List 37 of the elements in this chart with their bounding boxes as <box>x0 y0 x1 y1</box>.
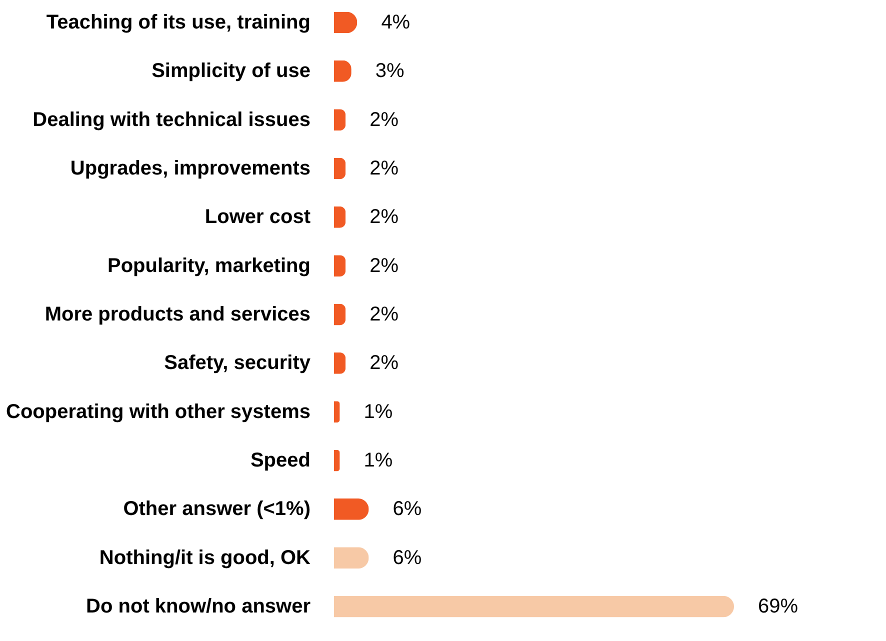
y-tick-label: Simplicity of use <box>152 60 310 82</box>
y-tick-label: More products and services <box>44 304 310 326</box>
y-tick-label: Cooperating with other systems <box>6 400 310 423</box>
data-label: 3% <box>375 60 405 82</box>
bar <box>334 304 346 326</box>
y-tick-label: Safety, security <box>164 352 312 374</box>
data-label: 2% <box>370 206 399 228</box>
y-tick-label: Do not know/no answer <box>86 596 311 618</box>
y-tick-label: Teaching of its use, training <box>46 11 310 34</box>
bar <box>334 596 734 618</box>
data-label: 69% <box>758 596 798 618</box>
y-tick-label: Lower cost <box>204 206 311 228</box>
data-label: 4% <box>381 11 410 34</box>
y-tick-label: Nothing/it is good, OK <box>99 546 312 569</box>
bar <box>334 158 346 180</box>
y-tick-label: Speed <box>250 450 310 472</box>
data-label: 1% <box>364 450 393 472</box>
data-label: 2% <box>370 304 399 326</box>
bar <box>334 547 369 569</box>
data-label: 2% <box>370 157 399 180</box>
y-tick-label: Dealing with technical issues <box>32 108 310 131</box>
data-label: 2% <box>370 352 399 374</box>
data-label: 6% <box>392 546 422 569</box>
bar <box>334 206 346 228</box>
y-tick-label: Popularity, marketing <box>107 254 310 277</box>
bar <box>334 498 369 520</box>
y-tick-label: Upgrades, improvements <box>70 157 310 180</box>
bar <box>334 450 340 472</box>
bar <box>334 352 346 374</box>
data-label: 2% <box>370 108 399 131</box>
data-label: 1% <box>364 400 393 423</box>
bar <box>334 255 346 277</box>
data-label: 2% <box>370 254 399 277</box>
y-tick-label: Other answer (<1%) <box>123 498 310 520</box>
data-label: 6% <box>392 498 422 520</box>
bar <box>334 401 340 423</box>
bar <box>334 109 346 131</box>
